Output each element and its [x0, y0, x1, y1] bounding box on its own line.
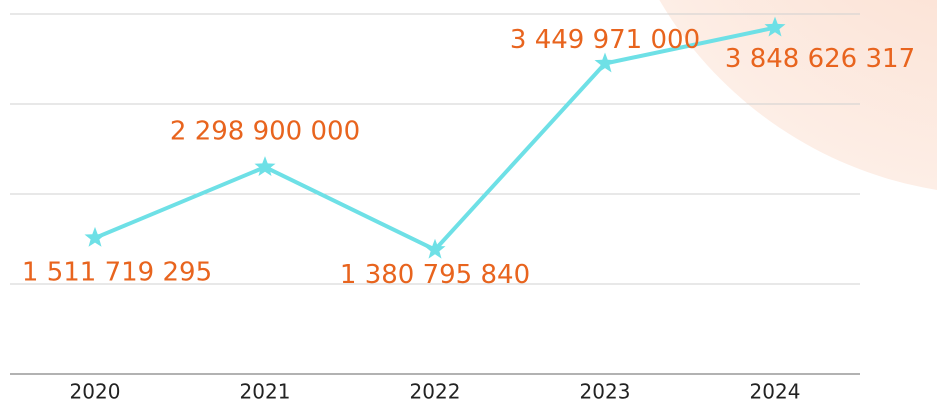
- x-tick-label: 2024: [750, 380, 801, 404]
- value-label: 1 511 719 295: [22, 257, 212, 287]
- star-marker: [424, 238, 446, 259]
- star-marker: [764, 16, 786, 37]
- star-marker: [254, 156, 276, 176]
- value-label: 3 449 971 000: [510, 25, 700, 55]
- value-label: 3 848 626 317: [725, 44, 915, 74]
- x-tick-label: 2023: [580, 380, 631, 404]
- value-label: 2 298 900 000: [170, 117, 360, 147]
- x-tick-label: 2021: [240, 380, 291, 404]
- x-tick-label: 2020: [70, 380, 121, 404]
- x-tick-label: 2022: [410, 380, 461, 404]
- star-marker: [84, 226, 106, 247]
- background-circle: [659, 0, 937, 190]
- star-marker: [594, 52, 616, 73]
- value-label: 1 380 795 840: [340, 260, 530, 290]
